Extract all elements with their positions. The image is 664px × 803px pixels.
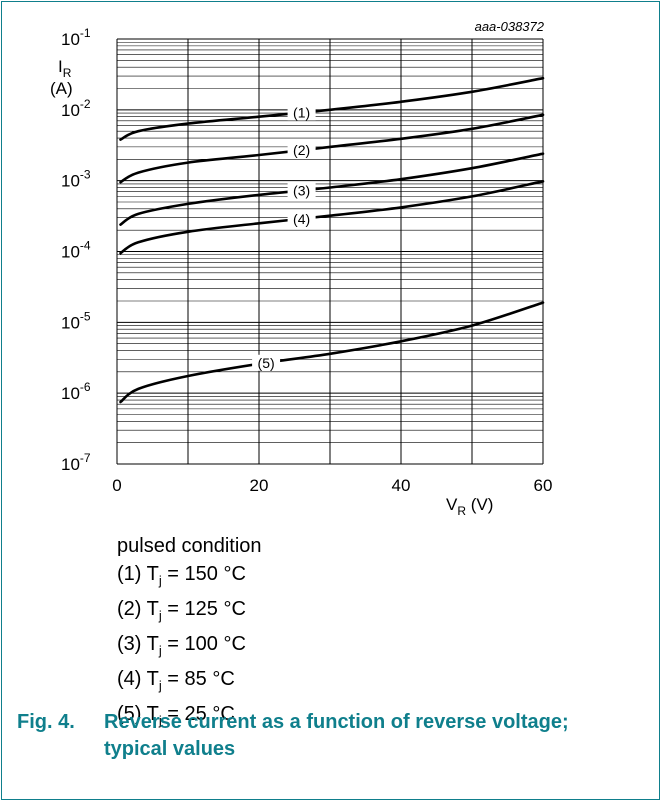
- y-tick-label: 10-4: [61, 239, 91, 262]
- x-tick-label: 20: [250, 476, 269, 495]
- series-line-5: [119, 301, 545, 404]
- series-label-bg: [252, 354, 281, 371]
- x-axis-sub: R: [457, 504, 466, 518]
- legend-heading: pulsed condition: [117, 535, 262, 557]
- y-axis-unit: (A): [50, 79, 73, 98]
- legend-item-suffix: = 25 °C: [161, 703, 235, 725]
- legend-item-prefix: (4) T: [117, 668, 159, 690]
- legend-item-suffix: = 150 °C: [161, 563, 246, 585]
- series-label-4: (4): [293, 211, 310, 227]
- series-label-2: (2): [293, 142, 310, 158]
- series-label-1: (1): [293, 105, 310, 121]
- y-tick-label: 10-2: [61, 97, 91, 120]
- series-label-bg: [287, 182, 316, 199]
- y-tick-label: 10-1: [61, 26, 91, 49]
- legend-item-sub: j: [158, 608, 162, 623]
- x-tick-label: 40: [392, 476, 411, 495]
- series-label-3: (3): [293, 182, 310, 198]
- y-tick-label: 10-5: [61, 309, 91, 332]
- figure-code: aaa-038372: [475, 19, 545, 34]
- legend-item-prefix: (2) T: [117, 598, 159, 620]
- y-tick-label: 10-6: [61, 380, 91, 403]
- legend-item-sub: j: [158, 713, 162, 728]
- legend-item-5: (5) Tj = 25 °C: [117, 700, 262, 735]
- legend-item-suffix: = 100 °C: [161, 633, 246, 655]
- legend: pulsed condition (1) Tj = 150 °C (2) Tj …: [117, 532, 262, 735]
- x-axis-title: VR (V): [446, 495, 493, 518]
- x-axis-symbol: V: [446, 495, 458, 514]
- legend-item-sub: j: [158, 573, 162, 588]
- legend-item-prefix: (1) T: [117, 563, 159, 585]
- legend-item-prefix: (5) T: [117, 703, 159, 725]
- figure-caption-text: Reverse current as a function of reverse…: [104, 711, 569, 760]
- series-label-bg: [287, 104, 316, 121]
- legend-item-suffix: = 85 °C: [161, 668, 235, 690]
- legend-item-4: (4) Tj = 85 °C: [117, 665, 262, 700]
- series-curves: (1) (2) (3) (4) (5): [119, 76, 545, 404]
- legend-item-3: (3) Tj = 100 °C: [117, 630, 262, 665]
- legend-item-sub: j: [158, 678, 162, 693]
- chart: (1) (2) (3) (4) (5) 0 20 40 60 10-1 10-2 10-3 10-4 1…: [50, 19, 552, 518]
- figure-number: Fig. 4.: [17, 711, 75, 733]
- legend-item-2: (2) Tj = 125 °C: [117, 595, 262, 630]
- series-label-bg: [287, 142, 316, 159]
- x-axis-unit: (V): [471, 495, 494, 514]
- series-label-5: (5): [258, 355, 275, 371]
- legend-item-1: (1) Tj = 150 °C: [117, 560, 262, 595]
- tick-labels: 0 20 40 60 10-1 10-2 10-3 10-4 10-5 10-6 10-7: [61, 26, 552, 495]
- series-line-1: [119, 76, 545, 141]
- series-line-4: [119, 180, 545, 255]
- y-tick-label: 10-7: [61, 451, 91, 474]
- legend-item-suffix: = 125 °C: [161, 598, 246, 620]
- y-axis-title: IR: [58, 57, 72, 80]
- series-label-bg: [287, 210, 316, 227]
- y-axis-symbol: I: [58, 57, 63, 76]
- x-tick-label: 60: [534, 476, 553, 495]
- y-axis-sub: R: [63, 66, 72, 80]
- legend-item-prefix: (3) T: [117, 633, 159, 655]
- x-tick-label: 0: [112, 476, 121, 495]
- legend-item-sub: j: [158, 643, 162, 658]
- y-tick-label: 10-3: [61, 168, 91, 191]
